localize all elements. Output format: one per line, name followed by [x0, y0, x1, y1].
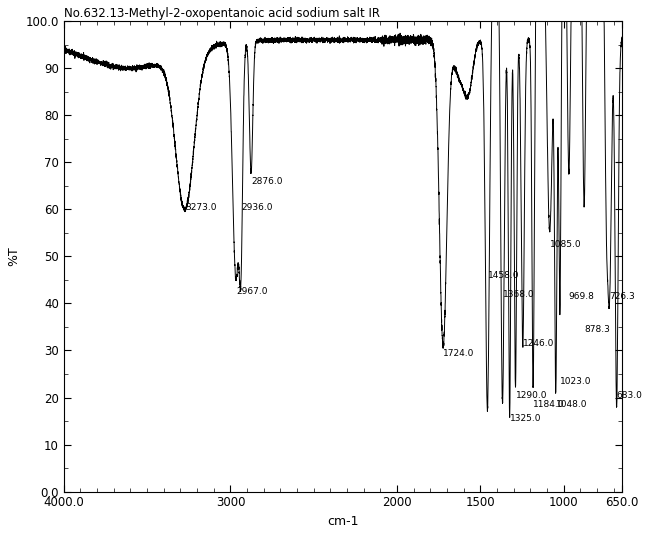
Text: 726.3: 726.3 — [610, 292, 635, 301]
Text: 683.0: 683.0 — [617, 391, 642, 400]
Text: 1325.0: 1325.0 — [510, 415, 541, 423]
Text: 1368.0: 1368.0 — [502, 290, 534, 299]
Text: 2876.0: 2876.0 — [251, 177, 283, 186]
Text: 878.3: 878.3 — [584, 325, 610, 334]
Text: 1085.0: 1085.0 — [550, 240, 581, 249]
Text: 2936.0: 2936.0 — [241, 203, 272, 212]
Text: 3273.0: 3273.0 — [185, 203, 216, 212]
Text: 1724.0: 1724.0 — [443, 348, 474, 357]
X-axis label: cm-1: cm-1 — [327, 515, 359, 528]
Text: 1458.0: 1458.0 — [488, 271, 519, 280]
Text: 1246.0: 1246.0 — [523, 339, 554, 348]
Y-axis label: %T: %T — [7, 247, 20, 266]
Text: 969.8: 969.8 — [569, 292, 595, 301]
Text: 1184.0: 1184.0 — [533, 400, 565, 409]
Text: 1290.0: 1290.0 — [515, 391, 547, 400]
Text: 1048.0: 1048.0 — [556, 400, 588, 409]
Text: 2967.0: 2967.0 — [236, 287, 267, 296]
Text: 1023.0: 1023.0 — [560, 377, 592, 386]
Text: No.632.13-Methyl-2-oxopentanoic acid sodium salt IR: No.632.13-Methyl-2-oxopentanoic acid sod… — [64, 7, 380, 20]
